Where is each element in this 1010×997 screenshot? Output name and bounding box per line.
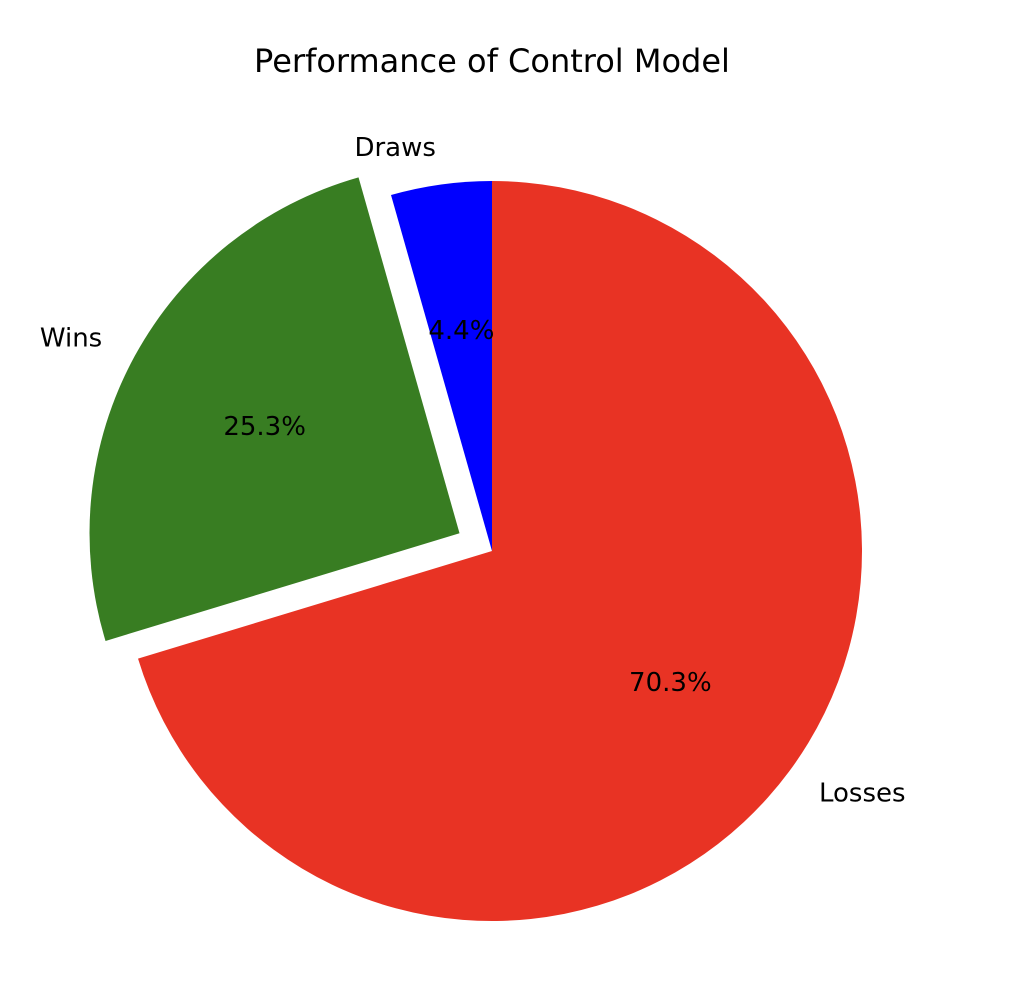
pie-slice-losses (138, 181, 862, 921)
pie-slice-draws (391, 181, 492, 551)
slice-label-draws: Draws (354, 133, 435, 163)
percent-label-losses: 70.3% (629, 668, 712, 698)
percent-label-draws: 4.4% (428, 316, 494, 346)
slice-label-wins: Wins (40, 323, 102, 353)
slices-layer (89, 177, 862, 921)
slice-label-losses: Losses (819, 778, 906, 808)
chart-title: Performance of Control Model (254, 42, 730, 80)
labels-layer: Draws 4.4% Wins 25.3% Losses 70.3% (40, 133, 906, 808)
pie-slice-wins (89, 177, 460, 641)
percent-label-wins: 25.3% (223, 412, 306, 442)
